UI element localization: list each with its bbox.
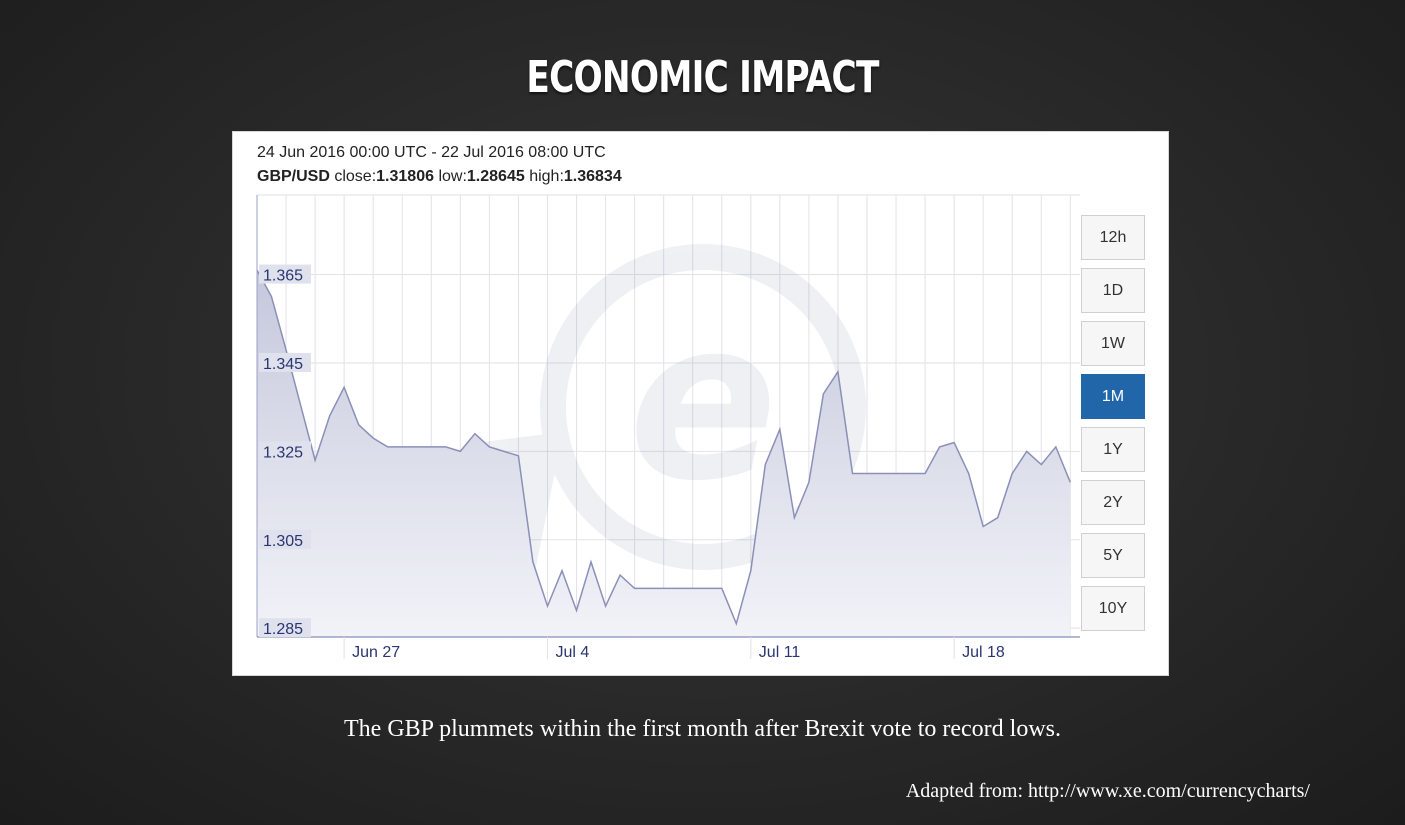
chart-axes <box>256 195 1080 638</box>
timeframe-button-10y[interactable]: 10Y <box>1081 586 1145 631</box>
y-tick-label-bg <box>259 441 311 461</box>
y-tick-label: 1.345 <box>263 356 303 373</box>
y-tick-label-bg <box>259 264 311 284</box>
y-axis-ticks: 1.285 1.305 1.325 1.345 1.365 <box>259 264 311 638</box>
slide-title: ECONOMIC IMPACT <box>526 52 879 103</box>
y-tick-label-bg <box>259 529 311 549</box>
timeframe-button-2y[interactable]: 2Y <box>1081 480 1145 525</box>
high-value: 1.36834 <box>563 168 622 185</box>
slide-caption: The GBP plummets within the first month … <box>344 716 1061 742</box>
high-label: high: <box>524 168 564 185</box>
price-line <box>256 269 1071 627</box>
close-label: close: <box>329 168 377 185</box>
y-tick-label-bg <box>259 352 311 372</box>
x-tick-label: Jul 4 <box>555 644 589 661</box>
y-tick-label-bg <box>259 618 311 638</box>
timeframe-button-1m[interactable]: 1M <box>1081 374 1145 419</box>
timeframe-button-1y[interactable]: 1Y <box>1081 427 1145 472</box>
date-range-label: 24 Jun 2016 00:00 UTC - 22 Jul 2016 08:0… <box>257 144 606 161</box>
chart-card: 24 Jun 2016 00:00 UTC - 22 Jul 2016 08:0… <box>232 131 1169 676</box>
low-label: low: <box>434 168 467 185</box>
svg-text:e: e <box>628 273 777 529</box>
x-axis-ticks: Jun 27 Jul 4 Jul 11 Jul 18 <box>343 637 1005 661</box>
y-tick-label: 1.305 <box>263 533 303 550</box>
x-tick-label: Jul 18 <box>962 644 1005 661</box>
y-tick-label: 1.325 <box>263 444 303 461</box>
low-value: 1.28645 <box>466 168 525 185</box>
close-value: 1.31806 <box>376 168 434 185</box>
x-tick-label: Jun 27 <box>352 644 400 661</box>
timeframe-button-5y[interactable]: 5Y <box>1081 533 1145 578</box>
timeframe-button-1d[interactable]: 1D <box>1081 268 1145 313</box>
price-area-fill <box>257 270 1071 637</box>
timeframe-button-12h[interactable]: 12h <box>1081 215 1145 260</box>
x-tick-label: Jul 11 <box>759 644 801 661</box>
timeframe-button-1w[interactable]: 1W <box>1081 321 1145 366</box>
quote-summary: GBP/USD close:1.31806 low:1.28645 high:1… <box>257 168 622 186</box>
y-tick-label: 1.365 <box>263 268 303 285</box>
y-tick-label: 1.285 <box>263 621 303 638</box>
source-attribution: Adapted from: http://www.xe.com/currency… <box>905 780 1310 802</box>
currency-pair-label: GBP/USD <box>257 168 330 185</box>
